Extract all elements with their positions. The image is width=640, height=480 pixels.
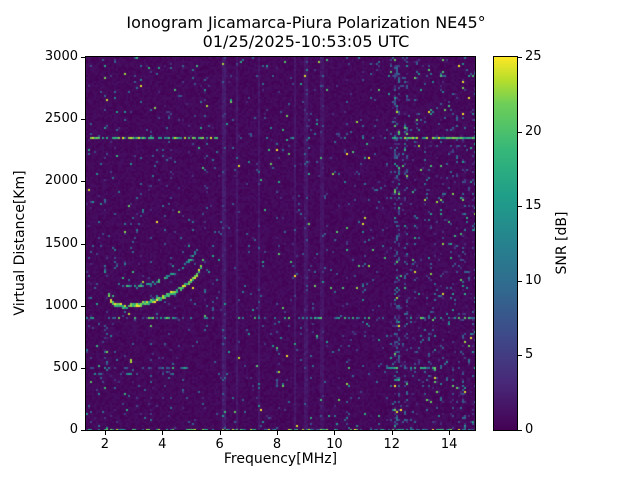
ionogram-heatmap-plot (86, 57, 475, 430)
x-tick-label: 6 (215, 437, 224, 452)
x-tick-mark (277, 431, 279, 435)
colorbar-tick-mark (518, 57, 522, 58)
x-tick-mark (104, 431, 106, 435)
colorbar-tick-mark (518, 355, 522, 357)
y-tick-label: 2000 (44, 173, 78, 189)
y-tick-mark (81, 181, 85, 183)
colorbar-tick-label: 5 (525, 347, 534, 363)
colorbar-tick-mark (518, 280, 522, 282)
x-axis-label: Frequency[MHz] (223, 451, 338, 467)
colorbar-tick-label: 25 (525, 49, 542, 64)
x-tick-mark (334, 431, 336, 435)
colorbar-gradient (494, 57, 517, 430)
x-tick-mark (449, 431, 451, 435)
x-tick-label: 8 (272, 437, 282, 452)
x-tick-mark (162, 431, 164, 435)
chart-subtitle-timestamp: 01/25/2025-10:53:05 UTC (202, 32, 410, 51)
y-tick-label: 500 (53, 359, 78, 375)
y-tick-mark (81, 430, 85, 431)
chart-title: Ionogram Jicamarca-Piura Polarization NE… (126, 13, 486, 32)
colorbar-tick-label: 10 (525, 272, 542, 288)
x-tick-label: 4 (158, 437, 167, 452)
y-tick-mark (81, 243, 85, 245)
x-tick-mark (219, 431, 221, 435)
y-tick-mark (81, 119, 85, 121)
x-tick-label: 12 (383, 437, 401, 452)
colorbar-tick-mark (518, 430, 522, 431)
colorbar-tick-mark (518, 131, 522, 133)
x-tick-label: 14 (440, 437, 458, 452)
y-tick-mark (81, 305, 85, 307)
x-tick-mark (391, 431, 393, 435)
y-tick-label: 2500 (44, 111, 78, 127)
y-tick-label: 0 (69, 422, 78, 437)
y-tick-label: 3000 (44, 49, 78, 64)
colorbar-tick-label: 0 (525, 422, 534, 437)
colorbar-tick-label: 15 (525, 198, 542, 214)
chart-title-block: Ionogram Jicamarca-Piura Polarization NE… (86, 13, 526, 51)
y-tick-mark (81, 57, 85, 58)
y-axis-label: Virtual Distance[Km] (12, 170, 28, 316)
colorbar-tick-label: 20 (525, 123, 542, 139)
colorbar-label: SNR [dB] (554, 211, 570, 275)
colorbar-tick-mark (518, 206, 522, 208)
y-tick-mark (81, 367, 85, 369)
x-tick-label: 2 (100, 437, 110, 452)
x-tick-label: 10 (326, 437, 343, 452)
y-tick-label: 1000 (44, 297, 78, 313)
y-tick-label: 1500 (44, 235, 78, 251)
